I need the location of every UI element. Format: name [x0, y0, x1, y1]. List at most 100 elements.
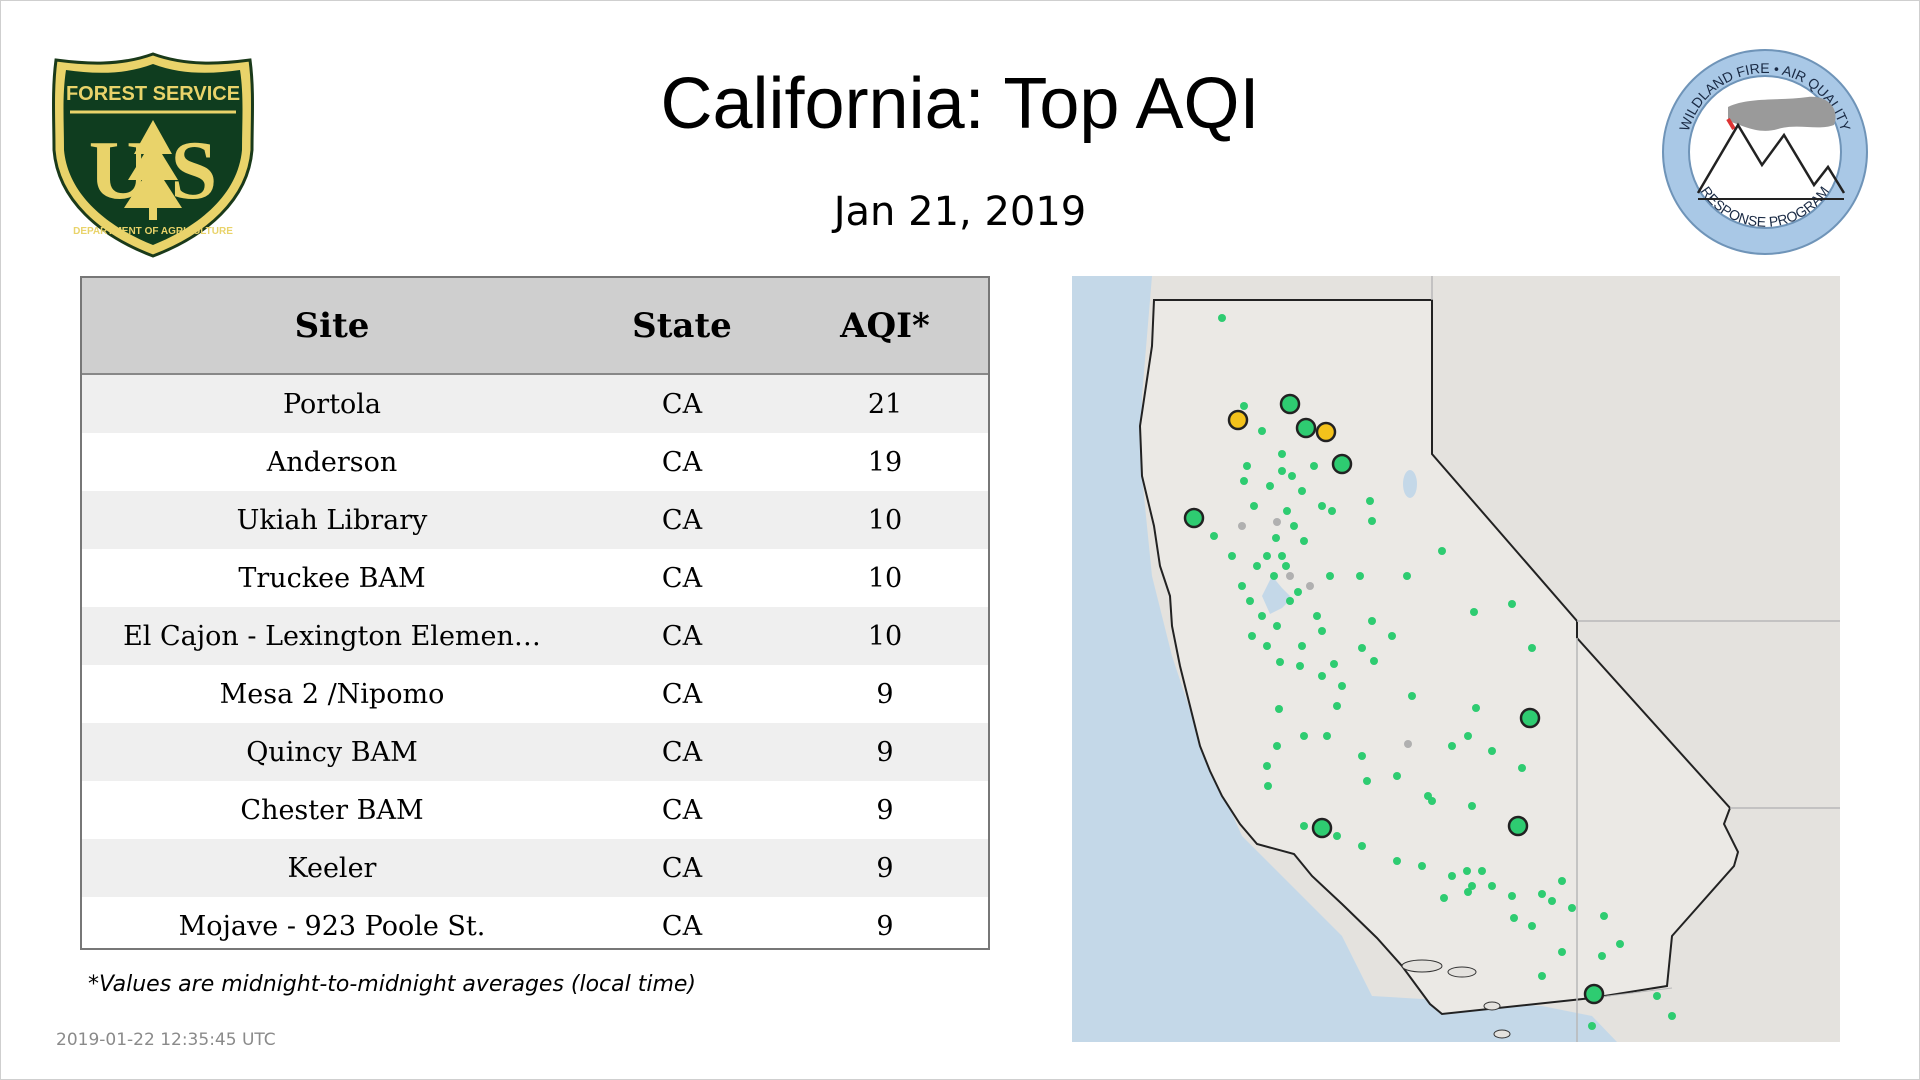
monitor-dot [1290, 522, 1298, 530]
monitor-dot [1273, 622, 1281, 630]
state-cell: CA [661, 794, 703, 826]
top-site-marker-good [1519, 707, 1541, 729]
monitor-dots [1210, 314, 1676, 1030]
monitor-dot [1528, 644, 1536, 652]
aqi-cell: 19 [867, 446, 903, 478]
monitor-dot [1468, 882, 1476, 890]
monitor-dot [1283, 507, 1291, 515]
monitor-dot [1300, 822, 1308, 830]
monitor-dot [1310, 462, 1318, 470]
lake-tahoe [1403, 470, 1417, 498]
aqi-cell: 10 [867, 620, 903, 652]
monitor-dot [1218, 314, 1226, 322]
monitor-dot [1263, 642, 1271, 650]
monitor-dot [1668, 1012, 1676, 1020]
department-text: DEPARTMENT OF AGRICULTURE [73, 226, 233, 237]
monitor-dot [1518, 764, 1526, 772]
monitor-dot [1286, 597, 1294, 605]
monitor-dot [1558, 948, 1566, 956]
monitor-dot [1326, 572, 1334, 580]
top-site-marker-moderate [1315, 421, 1337, 443]
monitor-dot [1463, 867, 1471, 875]
monitor-dot [1296, 662, 1304, 670]
monitor-dot [1598, 952, 1606, 960]
monitor-dot [1243, 462, 1251, 470]
page-date: Jan 21, 2019 [833, 189, 1087, 235]
state-cell: CA [661, 736, 703, 768]
table-row: Mojave - 923 Poole St. CA 9 [82, 897, 988, 948]
table-row: Keeler CA 9 [82, 839, 988, 897]
sf-bay [1262, 576, 1292, 614]
table-header-row: Site State AQI* [82, 278, 988, 374]
monitor-dot [1300, 732, 1308, 740]
footnote: *Values are midnight-to-midnight average… [88, 972, 697, 997]
site-cell: Ukiah Library [236, 504, 428, 536]
state-cell: CA [661, 910, 703, 942]
monitor-dot [1470, 608, 1478, 616]
header-site: Site [294, 305, 370, 346]
top-site-marker-good [1583, 983, 1605, 1005]
monitor-dot [1272, 534, 1280, 542]
monitor-dot [1250, 502, 1258, 510]
monitor-dot [1328, 507, 1336, 515]
monitor-dot [1368, 617, 1376, 625]
aqi-cell: 21 [867, 388, 903, 420]
site-cell: Truckee BAM [238, 562, 426, 594]
monitor-dot [1358, 842, 1366, 850]
monitor-dot [1294, 588, 1302, 596]
header-state: State [632, 305, 732, 346]
aqi-cell: 9 [876, 910, 894, 942]
monitor-dot [1418, 862, 1426, 870]
forest-service-text: FOREST SERVICE [66, 83, 240, 105]
monitor-dot [1318, 627, 1326, 635]
monitor-dot [1370, 657, 1378, 665]
monitor-dot [1210, 532, 1218, 540]
table-row: Anderson CA 19 [82, 433, 988, 491]
monitor-dot [1538, 890, 1546, 898]
table-row: Truckee BAM CA 10 [82, 549, 988, 607]
monitor-dot [1358, 644, 1366, 652]
monitor-dot [1363, 777, 1371, 785]
monitor-dot [1510, 914, 1518, 922]
monitor-dot [1282, 562, 1290, 570]
monitor-dot [1468, 802, 1476, 810]
monitor-dot [1298, 487, 1306, 495]
monitor-dot-no-data [1286, 572, 1294, 580]
monitor-dot [1270, 572, 1278, 580]
top-site-marker-good [1279, 393, 1301, 415]
monitor-dot-no-data [1306, 582, 1314, 590]
monitor-dot [1356, 572, 1364, 580]
monitor-dot [1323, 732, 1331, 740]
table-row: Mesa 2 /Nipomo CA 9 [82, 665, 988, 723]
mountains-icon [1696, 122, 1846, 194]
monitor-dot [1616, 940, 1624, 948]
monitor-dot [1228, 552, 1236, 560]
state-cell: CA [661, 388, 703, 420]
monitor-dot [1388, 632, 1396, 640]
aqi-cell: 9 [876, 794, 894, 826]
smoke-icon [1728, 96, 1836, 131]
top-site-marker-good [1311, 817, 1333, 839]
monitor-dot [1488, 747, 1496, 755]
monitor-dot [1313, 612, 1321, 620]
site-cell: Quincy BAM [246, 736, 418, 768]
monitor-dot [1438, 547, 1446, 555]
monitor-dot [1238, 582, 1246, 590]
site-cell: Chester BAM [240, 794, 424, 826]
monitor-dot [1528, 922, 1536, 930]
monitor-dot [1368, 517, 1376, 525]
monitor-dot [1248, 632, 1256, 640]
monitor-dot [1403, 572, 1411, 580]
state-cell: CA [661, 504, 703, 536]
aqi-cell: 10 [867, 504, 903, 536]
monitor-dot [1653, 992, 1661, 1000]
state-cell: CA [661, 446, 703, 478]
monitor-dot [1464, 888, 1472, 896]
monitor-dot [1366, 497, 1374, 505]
monitor-dot [1538, 972, 1546, 980]
aqi-table: Site State AQI* Portola CA 21 Anderson C… [80, 276, 990, 950]
aqi-cell: 9 [876, 852, 894, 884]
top-site-marker-good [1507, 815, 1529, 837]
monitor-dot [1393, 772, 1401, 780]
forest-service-logo: FOREST SERVICE U S DEPARTMENT OF AGRICUL… [52, 52, 254, 258]
